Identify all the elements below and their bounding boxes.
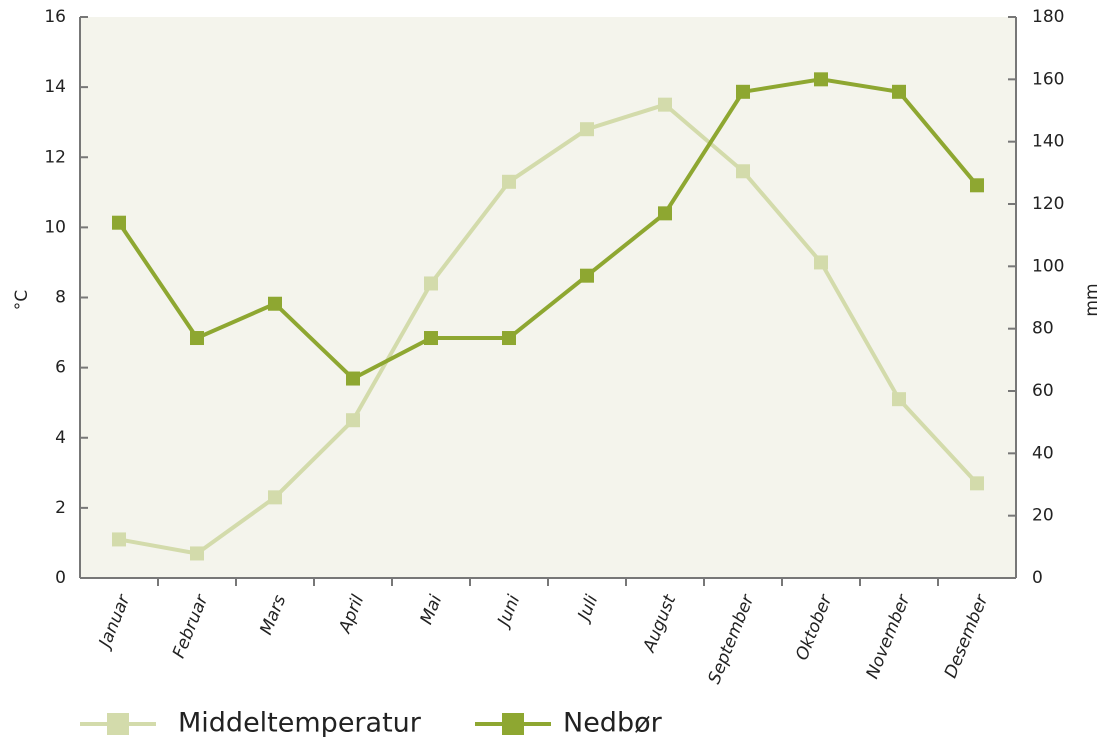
x-tick-label: Desember bbox=[941, 591, 993, 681]
marker bbox=[268, 490, 282, 505]
marker bbox=[970, 476, 984, 491]
marker bbox=[502, 331, 516, 346]
y2-tick-label: 20 bbox=[1032, 506, 1054, 526]
marker bbox=[736, 164, 750, 179]
x-tick-label: Mai bbox=[417, 592, 447, 627]
marker bbox=[580, 268, 594, 283]
x-tick-label: September bbox=[705, 591, 759, 687]
marker bbox=[346, 371, 360, 386]
y-tick-label: 2 bbox=[55, 498, 66, 518]
y-tick-label: 14 bbox=[44, 77, 66, 97]
x-tick-label: Oktober bbox=[792, 591, 837, 663]
y-tick-label: 10 bbox=[44, 217, 66, 237]
y2-tick-label: 40 bbox=[1032, 443, 1054, 463]
y-tick-label: 16 bbox=[44, 7, 66, 27]
marker bbox=[736, 84, 750, 99]
x-tick-label: Juli bbox=[573, 592, 602, 626]
marker bbox=[346, 413, 360, 428]
marker bbox=[814, 255, 828, 270]
marker bbox=[424, 331, 438, 346]
y2-tick-label: 160 bbox=[1032, 69, 1064, 89]
marker bbox=[502, 174, 516, 189]
marker bbox=[112, 215, 126, 230]
legend-label: Middeltemperatur bbox=[178, 708, 422, 739]
y-tick-label: 0 bbox=[55, 568, 66, 588]
marker bbox=[190, 546, 204, 561]
marker bbox=[892, 84, 906, 99]
x-tick-label: Juni bbox=[493, 592, 524, 632]
y2-tick-label: 80 bbox=[1032, 319, 1054, 339]
marker bbox=[580, 122, 594, 137]
x-tick-label: Mars bbox=[256, 592, 290, 638]
marker bbox=[658, 206, 672, 221]
series-line bbox=[118, 102, 979, 556]
y-tick-label: 4 bbox=[55, 428, 66, 448]
y2-tick-label: 60 bbox=[1032, 381, 1054, 401]
marker bbox=[814, 72, 828, 87]
x-tick-label: April bbox=[335, 592, 369, 637]
marker bbox=[424, 276, 438, 291]
marker bbox=[970, 178, 984, 193]
y-tick-label: 12 bbox=[44, 147, 66, 167]
y-tick-label: 8 bbox=[55, 288, 66, 308]
y2-tick-label: 100 bbox=[1032, 256, 1064, 276]
marker bbox=[658, 97, 672, 112]
y-axis-label: °C bbox=[12, 290, 32, 310]
marker bbox=[268, 296, 282, 311]
marker bbox=[892, 392, 906, 407]
y2-tick-label: 180 bbox=[1032, 7, 1064, 27]
y2-tick-label: 140 bbox=[1032, 132, 1064, 152]
marker bbox=[112, 532, 126, 547]
series-line bbox=[117, 77, 979, 381]
marker bbox=[190, 331, 204, 346]
x-tick-label: Februar bbox=[169, 591, 213, 661]
x-tick-label: August bbox=[639, 591, 681, 656]
x-tick-label: November bbox=[863, 591, 915, 681]
y2-tick-label: 0 bbox=[1032, 568, 1043, 588]
x-tick-label: Januar bbox=[94, 591, 134, 653]
legend-marker bbox=[107, 713, 129, 735]
plot-area bbox=[80, 17, 1016, 578]
y2-axis-label: mm bbox=[1082, 283, 1102, 316]
legend-label: Nedbør bbox=[563, 708, 663, 739]
y-tick-label: 6 bbox=[55, 358, 66, 378]
legend-marker bbox=[502, 713, 524, 735]
y2-tick-label: 120 bbox=[1032, 194, 1064, 214]
